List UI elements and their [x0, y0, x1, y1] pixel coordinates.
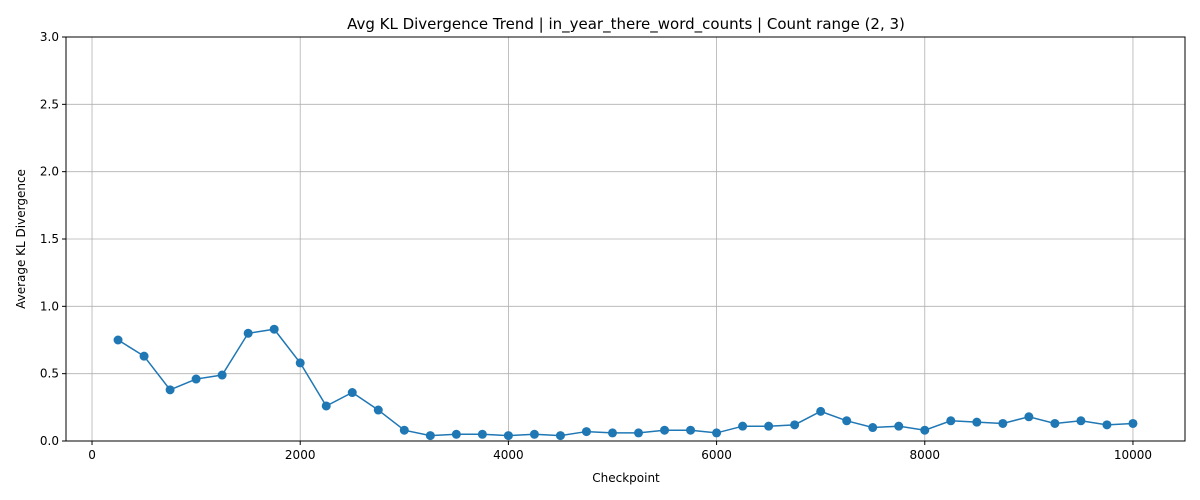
data-point	[868, 423, 878, 433]
x-tick-label: 8000	[909, 448, 940, 462]
data-point	[686, 425, 696, 435]
data-point	[165, 385, 175, 395]
data-point	[894, 421, 904, 431]
tick-layer: 0 2000 4000 6000 8000 10000 0.0 0.5 1.0 1.5 2.0 2.5…	[40, 30, 1152, 462]
data-point	[295, 358, 305, 368]
x-axis-label: Checkpoint	[592, 471, 660, 485]
y-tick-label: 2.5	[40, 97, 59, 111]
data-point	[764, 421, 774, 431]
y-axis-label: Average KL Divergence	[14, 169, 28, 309]
data-point	[477, 429, 487, 439]
y-tick-label: 2.0	[40, 165, 59, 179]
data-point	[1076, 416, 1086, 426]
y-tick-label: 1.5	[40, 232, 59, 246]
data-point	[607, 428, 617, 438]
data-point	[660, 425, 670, 435]
data-point	[503, 431, 513, 441]
data-point	[425, 431, 435, 441]
data-point	[998, 418, 1008, 428]
x-tick-label: 4000	[493, 448, 524, 462]
data-point	[1128, 418, 1138, 428]
data-point	[816, 406, 826, 416]
data-point	[972, 417, 982, 427]
x-tick-label: 10000	[1114, 448, 1152, 462]
data-point	[451, 429, 461, 439]
data-point	[399, 425, 409, 435]
data-point	[712, 428, 722, 438]
data-point	[555, 431, 565, 441]
x-tick-label: 0	[88, 448, 96, 462]
data-point	[217, 370, 227, 380]
data-point	[634, 428, 644, 438]
data-point	[842, 416, 852, 426]
data-point	[373, 405, 383, 415]
data-point	[920, 425, 930, 435]
data-point	[1102, 420, 1112, 430]
y-tick-label: 0.5	[40, 367, 59, 381]
data-point	[113, 335, 123, 345]
data-point	[269, 324, 279, 334]
data-point	[529, 429, 539, 439]
data-point	[790, 420, 800, 430]
data-point	[321, 401, 331, 411]
grid-lines	[66, 36, 1185, 442]
series-line-layer	[113, 324, 1138, 441]
y-tick-label: 1.0	[40, 299, 59, 313]
data-point	[1024, 412, 1034, 422]
data-point	[581, 427, 591, 437]
series-line	[117, 328, 1133, 437]
x-tick-label: 6000	[701, 448, 732, 462]
data-point	[738, 421, 748, 431]
y-tick-label: 0.0	[40, 434, 59, 448]
y-tick-label: 3.0	[40, 30, 59, 44]
chart-title: Avg KL Divergence Trend | in_year_there_…	[347, 15, 905, 34]
data-point	[243, 328, 253, 338]
data-point	[1050, 418, 1060, 428]
x-tick-label: 2000	[285, 448, 316, 462]
data-point	[347, 388, 357, 398]
data-point	[946, 416, 956, 426]
data-point	[191, 374, 201, 384]
data-point	[139, 351, 149, 361]
